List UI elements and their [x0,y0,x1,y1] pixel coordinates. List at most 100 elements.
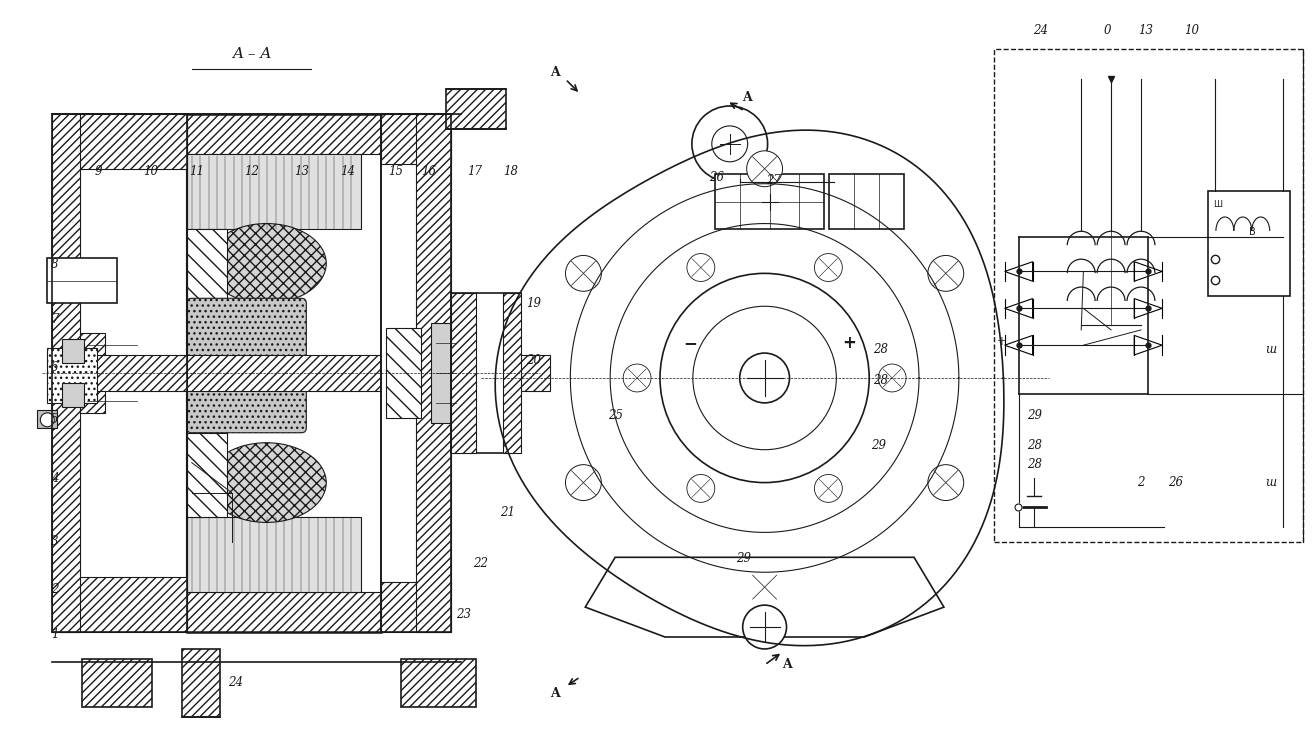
Circle shape [746,569,783,605]
Text: 18: 18 [504,165,519,178]
Text: 26: 26 [709,171,725,184]
Text: 13: 13 [1138,25,1153,37]
Text: 15: 15 [388,165,403,178]
Text: 28: 28 [874,374,888,387]
Text: 14: 14 [340,165,355,178]
Bar [53,355,550,391]
Bar [715,174,824,229]
Text: ш: ш [1265,343,1275,356]
Text: В: В [1249,227,1257,237]
Text: A: A [550,65,561,79]
Text: A – A: A – A [232,48,271,61]
Text: 21: 21 [500,506,515,519]
Polygon shape [53,114,187,632]
Circle shape [742,605,787,649]
Circle shape [712,126,747,162]
Text: 29: 29 [871,439,886,452]
Ellipse shape [207,443,326,522]
Text: 1: 1 [51,628,59,640]
Bar [503,293,521,452]
Text: 24: 24 [1033,25,1049,37]
Bar [430,323,461,423]
Circle shape [687,253,715,282]
Bar [53,114,187,169]
Text: 5: 5 [51,413,59,426]
FancyBboxPatch shape [187,298,307,432]
Bar [187,114,382,154]
Circle shape [687,475,715,502]
Text: 8: 8 [51,258,59,270]
Circle shape [566,464,601,501]
Text: 24: 24 [229,676,243,689]
Circle shape [624,364,651,392]
Bar [187,592,382,632]
Bar [401,659,475,707]
Text: 29: 29 [1026,409,1042,423]
Bar [80,333,105,413]
Text: 12: 12 [243,165,259,178]
Text: 13: 13 [293,165,309,178]
Text: 28: 28 [1026,439,1042,452]
Bar [82,659,151,707]
Circle shape [692,106,767,182]
Text: 26: 26 [1169,476,1183,489]
Bar [451,293,521,452]
Text: −: − [683,334,696,352]
Bar [62,339,84,363]
Text: +: + [996,335,1007,348]
Text: 29: 29 [736,551,750,565]
Bar [187,229,226,314]
Bar [187,154,361,229]
Text: 27: 27 [766,174,780,187]
Text: 17: 17 [467,165,482,178]
Bar [37,410,58,428]
Text: 3: 3 [51,535,59,548]
Text: ш: ш [1265,476,1275,489]
Text: 2: 2 [1137,476,1144,489]
Text: 23: 23 [457,608,471,621]
Text: A: A [782,658,791,672]
Bar [451,293,475,452]
Bar [382,114,451,163]
Circle shape [566,256,601,291]
Bar [53,577,187,632]
Polygon shape [586,557,944,637]
Text: 25: 25 [608,409,624,423]
Bar [994,49,1303,542]
Bar [829,174,904,229]
Text: A: A [742,91,751,103]
Circle shape [878,364,907,392]
Text: 22: 22 [474,557,488,571]
Text: 28: 28 [874,343,888,356]
Circle shape [41,413,54,426]
Text: 7: 7 [51,314,59,326]
Bar [47,348,97,403]
Bar [53,114,80,632]
Circle shape [740,353,790,403]
Bar [382,114,451,632]
Text: 28: 28 [1026,458,1042,470]
Text: +: + [842,334,857,352]
Text: 10: 10 [1184,25,1199,37]
Circle shape [815,475,842,502]
Bar [47,259,117,303]
Bar [382,583,451,632]
Circle shape [928,256,963,291]
Text: 10: 10 [143,165,158,178]
Bar [446,89,505,129]
Text: 9: 9 [95,165,101,178]
Text: Ш: Ш [1213,200,1223,209]
Bar [187,432,226,517]
Circle shape [692,306,837,450]
Circle shape [928,464,963,501]
Text: 20: 20 [526,354,541,367]
Text: 19: 19 [526,297,541,310]
Text: 11: 11 [190,165,204,178]
Bar [1208,191,1290,296]
Bar [386,328,421,418]
Bar [62,383,84,407]
Circle shape [815,253,842,282]
Text: 16: 16 [421,165,436,178]
Text: A: A [550,687,561,701]
Text: 0: 0 [1104,25,1112,37]
